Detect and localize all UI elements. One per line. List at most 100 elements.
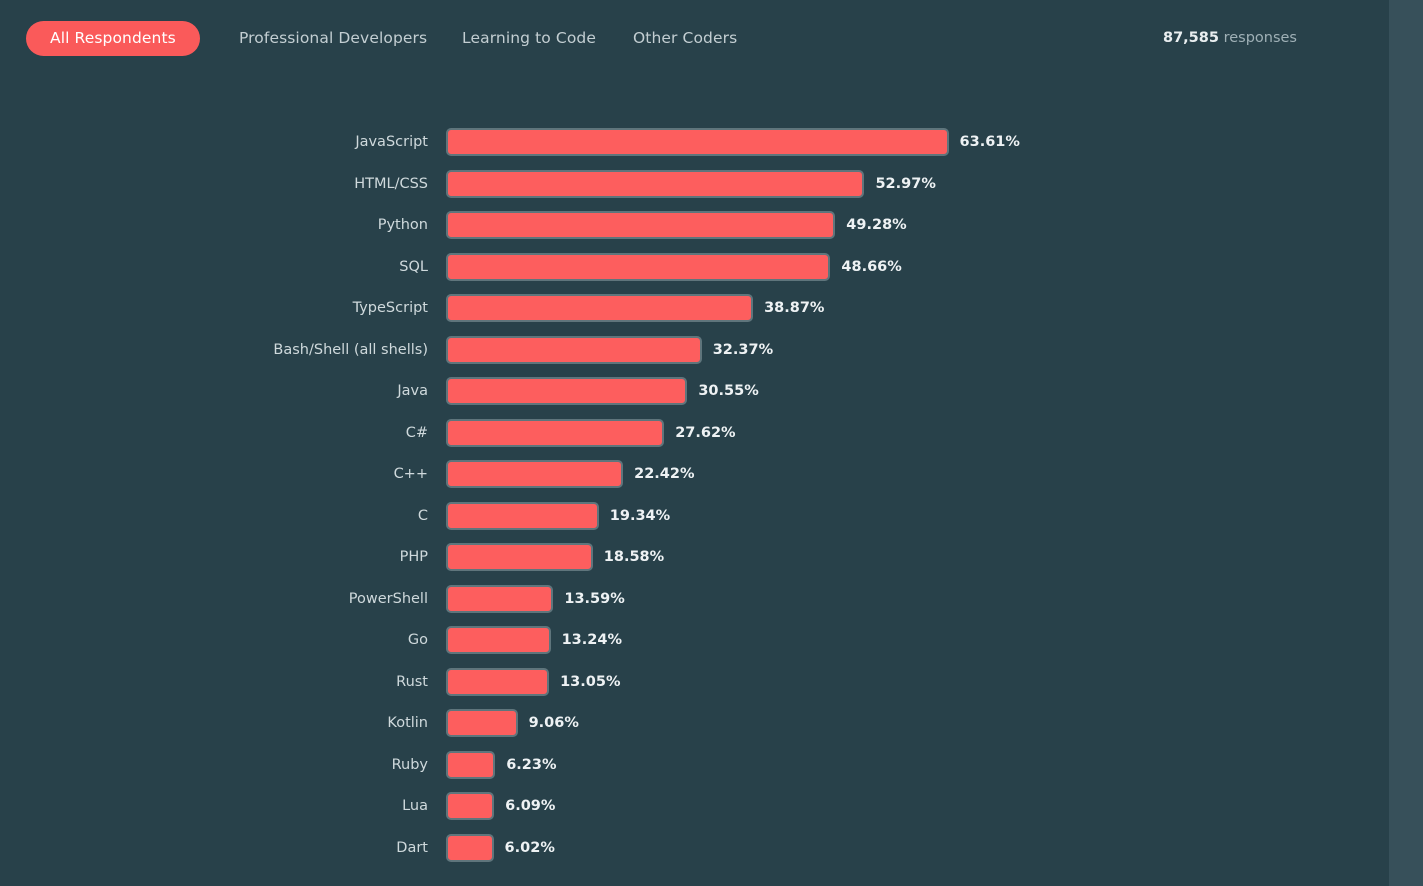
bar-row[interactable]: Go 13.24% [0,626,1389,668]
bar[interactable] [446,252,831,281]
bar[interactable] [446,377,688,405]
tab-professional-developers[interactable]: Professional Developers [239,21,427,56]
bar-value-label: 6.02% [504,839,555,856]
bar-value-label: 13.24% [561,632,622,648]
bar[interactable] [446,501,599,530]
bar-row[interactable]: Dart 6.02% [0,833,1389,876]
bar-row[interactable]: Bash/Shell (all shells) 32.37% [0,335,1389,378]
bar-category-label: JavaScript [355,134,428,150]
bar-row[interactable]: C# 27.62% [0,418,1389,461]
tab-all-respondents[interactable]: All Respondents [26,21,200,56]
bar-category-label: PowerShell [348,590,428,607]
bar-category-label: Kotlin [387,715,428,731]
tab-bar: All Respondents Professional Developers Le… [0,0,1389,78]
response-count: 87,585 responses [1163,21,1297,56]
bar-row[interactable]: Kotlin 9.06% [0,709,1389,751]
bar-value-label: 13.05% [560,673,621,690]
bar-container: 22.42% [446,460,695,488]
bar-value-label: 6.23% [506,756,557,773]
bar-container: 52.97% [446,169,936,198]
bar[interactable] [446,418,665,447]
bar-category-label: Go [407,632,428,648]
bar[interactable] [446,667,550,696]
bar[interactable] [446,792,495,820]
bar-container: 6.23% [446,750,557,779]
bar-value-label: 48.66% [841,258,902,275]
bar-value-label: 22.42% [634,466,695,482]
bar-category-label: Python [377,217,428,233]
bar[interactable] [446,294,754,322]
bar-category-label: HTML/CSS [354,175,428,192]
bar[interactable] [446,169,865,198]
bar-category-label: Lua [402,798,428,814]
bar-row[interactable]: PowerShell 13.59% [0,584,1389,627]
bar-container: 6.09% [446,792,555,820]
bar-value-label: 9.06% [528,715,579,731]
bar-category-label: SQL [399,258,428,275]
bar-container: 6.02% [446,833,555,862]
bar[interactable] [446,833,494,862]
vertical-scrollbar[interactable] [1389,0,1423,886]
bar[interactable] [446,750,496,779]
bar-category-label: Ruby [391,756,428,773]
bar-row[interactable]: JavaScript 63.61% [0,128,1389,170]
bar[interactable] [446,584,554,613]
bar-row[interactable]: C 19.34% [0,501,1389,544]
bar[interactable] [446,626,551,654]
bar-container: 30.55% [446,377,759,405]
bar-category-label: Bash/Shell (all shells) [273,341,428,358]
bar-category-label: TypeScript [352,300,428,316]
bar-row[interactable]: Java 30.55% [0,377,1389,419]
bar-container: 13.05% [446,667,621,696]
bar-container: 9.06% [446,709,579,737]
bar-row[interactable]: Rust 13.05% [0,667,1389,710]
tab-label: Other Coders [633,29,738,47]
bar-category-label: C [417,507,428,524]
bar-value-label: 13.59% [564,590,625,607]
bar-value-label: 49.28% [846,217,907,233]
bar-row[interactable]: Ruby 6.23% [0,750,1389,793]
tab-label: Professional Developers [239,29,428,47]
bar-value-label: 27.62% [675,424,736,441]
bar-value-label: 52.97% [875,175,936,192]
bar-container: 19.34% [446,501,671,530]
bar-row[interactable]: PHP 18.58% [0,543,1389,585]
bar[interactable] [446,211,836,239]
bar[interactable] [446,709,518,737]
bar-row[interactable]: Python 49.28% [0,211,1389,253]
bar-container: 63.61% [446,128,1020,156]
bar-chart: JavaScript 63.61% HTML/CSS 52.97% Python 49.2… [0,128,1389,875]
bar-container: 32.37% [446,335,774,364]
bar[interactable] [446,128,949,156]
bar-container: 49.28% [446,211,907,239]
bar-row[interactable]: SQL 48.66% [0,252,1389,295]
bar-category-label: Java [397,383,428,399]
bar-category-label: PHP [399,549,428,565]
bar-container: 13.59% [446,584,625,613]
bar-container: 18.58% [446,543,664,571]
bar[interactable] [446,460,624,488]
bar[interactable] [446,543,593,571]
bar-row[interactable]: Lua 6.09% [0,792,1389,834]
bar-value-label: 19.34% [609,507,671,524]
bar[interactable] [446,335,702,364]
bar-container: 13.24% [446,626,622,654]
bar-row[interactable]: TypeScript 38.87% [0,294,1389,336]
tab-learning-to-code[interactable]: Learning to Code [462,21,596,56]
bar-value-label: 63.61% [959,134,1020,150]
bar-value-label: 30.55% [698,383,759,399]
tab-label: Learning to Code [462,29,596,47]
bar-container: 27.62% [446,418,736,447]
bar-container: 48.66% [446,252,902,281]
bar-category-label: Dart [396,839,428,856]
scrollbar-thumb[interactable] [1389,0,1423,886]
tab-other-coders[interactable]: Other Coders [633,21,737,56]
bar-row[interactable]: HTML/CSS 52.97% [0,169,1389,212]
chart-panel: All Respondents Professional Developers Le… [0,0,1389,875]
bar-category-label: Rust [396,673,428,690]
bar-category-label: C# [405,424,428,441]
bar-row[interactable]: C++ 22.42% [0,460,1389,502]
response-count-label: responses [1218,30,1297,46]
bar-value-label: 32.37% [712,341,774,358]
